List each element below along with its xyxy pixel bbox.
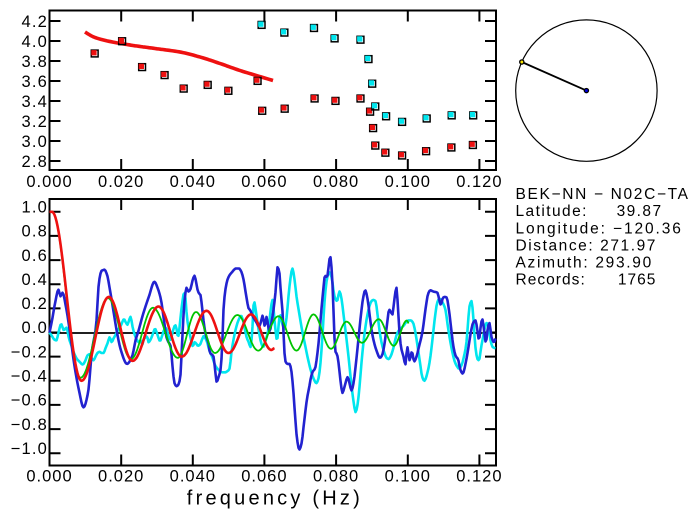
svg-text:0.040: 0.040 — [170, 468, 216, 486]
svg-text:0.060: 0.060 — [241, 468, 287, 486]
svg-text:0.100: 0.100 — [385, 468, 431, 486]
svg-text:Latitude: 39.87: Latitude: 39.87 — [516, 203, 662, 220]
svg-text:0.6: 0.6 — [21, 247, 48, 265]
svg-text:0.080: 0.080 — [313, 468, 359, 486]
svg-text:−0.8: −0.8 — [11, 416, 48, 434]
svg-text:3.0: 3.0 — [21, 133, 48, 151]
svg-text:frequency (Hz): frequency (Hz) — [187, 488, 360, 510]
svg-text:0.120: 0.120 — [456, 468, 502, 486]
svg-text:−0.2: −0.2 — [11, 343, 48, 361]
svg-text:0.080: 0.080 — [313, 173, 359, 191]
svg-text:0.020: 0.020 — [98, 468, 144, 486]
svg-text:4.0: 4.0 — [21, 33, 48, 51]
svg-text:4.2: 4.2 — [21, 13, 48, 31]
svg-text:Distance: 271.97: Distance: 271.97 — [516, 238, 656, 255]
svg-text:−1.0: −1.0 — [11, 440, 48, 458]
svg-text:0.4: 0.4 — [21, 271, 48, 289]
svg-text:3.6: 3.6 — [21, 73, 48, 91]
svg-text:Longitude: −120.36: Longitude: −120.36 — [516, 221, 681, 238]
svg-text:0.2: 0.2 — [21, 295, 48, 313]
svg-text:−0.4: −0.4 — [11, 368, 48, 386]
svg-text:0.040: 0.040 — [170, 173, 216, 191]
svg-text:0.060: 0.060 — [241, 173, 287, 191]
svg-text:0.8: 0.8 — [21, 223, 48, 241]
svg-text:−0.6: −0.6 — [11, 392, 48, 410]
svg-text:0.000: 0.000 — [26, 468, 72, 486]
svg-text:3.4: 3.4 — [21, 93, 48, 111]
svg-text:2.8: 2.8 — [21, 153, 48, 171]
svg-text:0.000: 0.000 — [26, 173, 72, 191]
svg-text:BEK−NN − N02C−TA: BEK−NN − N02C−TA — [516, 186, 689, 203]
svg-text:0.020: 0.020 — [98, 173, 144, 191]
svg-text:Records: 1765: Records: 1765 — [516, 272, 656, 289]
svg-text:0.0: 0.0 — [21, 319, 48, 337]
svg-text:Azimuth: 293.90: Azimuth: 293.90 — [516, 255, 652, 272]
svg-text:0.100: 0.100 — [385, 173, 431, 191]
svg-text:0.120: 0.120 — [456, 173, 502, 191]
svg-text:1.0: 1.0 — [21, 199, 48, 217]
svg-text:3.8: 3.8 — [21, 53, 48, 71]
svg-text:3.2: 3.2 — [21, 113, 48, 131]
